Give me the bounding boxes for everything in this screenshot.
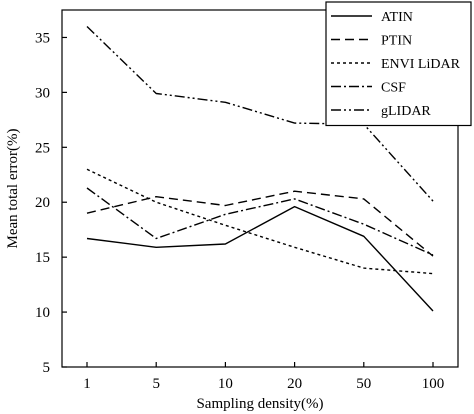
y-tick-label: 25 <box>35 140 50 156</box>
y-tick-label: 35 <box>35 30 50 46</box>
legend-label: PTIN <box>381 34 412 49</box>
y-tick-label: 5 <box>43 360 51 376</box>
x-tick-label: 5 <box>152 376 160 392</box>
legend-box <box>325 1 472 127</box>
y-tick-label: 10 <box>35 305 50 321</box>
plot-area <box>61 9 459 368</box>
legend-label: CSF <box>381 81 406 96</box>
y-tick-label: 20 <box>35 195 50 211</box>
series-line-glidar <box>86 25 434 202</box>
plot-border <box>61 9 459 368</box>
legend-label: ATIN <box>381 10 413 25</box>
legend: ATIN PTIN ENVI LiDAR CSF gLIDAR <box>325 1 472 127</box>
y-tick-label: 30 <box>35 85 50 101</box>
y-axis-label: Mean total error(%) <box>5 129 21 249</box>
series-line-csf <box>86 187 434 256</box>
x-tick-label: 20 <box>287 376 302 392</box>
series-line-ptin <box>86 190 434 257</box>
x-axis: 1 5 10 20 50 100 <box>83 362 444 392</box>
x-axis-label: Sampling density(%) <box>196 396 323 412</box>
y-axis: 5 10 15 20 25 30 35 <box>35 30 67 376</box>
x-tick-label: 1 <box>83 376 91 392</box>
legend-label: gLIDAR <box>381 104 431 119</box>
y-tick-label: 15 <box>35 250 50 266</box>
x-tick-label: 100 <box>422 376 445 392</box>
series-layer <box>86 25 434 312</box>
legend-label: ENVI LiDAR <box>381 57 461 72</box>
x-tick-label: 10 <box>218 376 233 392</box>
x-tick-label: 50 <box>356 376 371 392</box>
series-line-atin <box>86 205 434 312</box>
series-line-envi-lidar <box>86 168 434 275</box>
